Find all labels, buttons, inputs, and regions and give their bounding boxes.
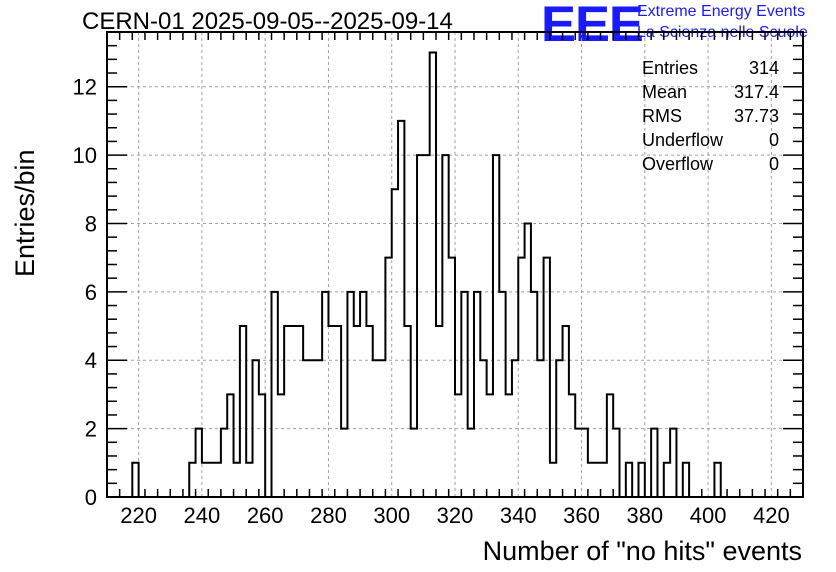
x-tick-label: 300	[373, 503, 410, 528]
stat-key: Overflow	[642, 154, 714, 174]
x-tick-label: 340	[500, 503, 537, 528]
x-tick-labels: 220 240 260 280 300 320 340 360 380 400 420	[120, 503, 789, 528]
y-tick-label: 0	[85, 485, 97, 510]
stat-key: Underflow	[642, 130, 724, 150]
y-tick-label: 8	[85, 211, 97, 236]
x-tick-label: 360	[563, 503, 600, 528]
x-tick-label: 400	[690, 503, 727, 528]
stat-value: 0	[768, 130, 779, 150]
stat-value: 37.73	[733, 106, 779, 126]
stats-row-rms: RMS 37.73	[642, 106, 779, 130]
x-tick-label: 420	[753, 503, 790, 528]
stat-value: 317.4	[733, 82, 779, 102]
x-tick-label: 320	[437, 503, 474, 528]
histogram-line	[131, 51, 722, 498]
stat-value: 0	[768, 154, 779, 174]
axis-ticks	[106, 31, 804, 498]
eee-logo: EEE	[541, 0, 644, 52]
stats-row-entries: Entries 314	[642, 58, 779, 82]
x-tick-label: 220	[120, 503, 157, 528]
stat-key: Mean	[642, 82, 688, 102]
y-tick-labels: 0 2 4 6 8 10 12	[73, 75, 97, 510]
logo-line-1: Extreme Energy Events	[637, 3, 806, 20]
x-tick-label: 280	[310, 503, 347, 528]
stats-row-underflow: Underflow 0	[642, 130, 779, 154]
x-axis-label: Number of "no hits" events	[482, 536, 802, 566]
chart-title: CERN-01 2025-09-05--2025-09-14	[82, 8, 453, 35]
stat-key: Entries	[642, 58, 699, 78]
stats-row-mean: Mean 317.4	[642, 82, 779, 106]
y-tick-label: 4	[85, 348, 97, 373]
stats-row-overflow: Overflow 0	[642, 154, 779, 178]
stats-box: Entries 314 Mean 317.4 RMS 37.73 Underflow 0…	[642, 58, 779, 178]
y-tick-label: 10	[73, 143, 97, 168]
y-tick-label: 12	[73, 75, 97, 100]
stat-value: 314	[748, 58, 779, 78]
stat-key: RMS	[642, 106, 682, 126]
x-tick-label: 240	[184, 503, 221, 528]
y-tick-label: 2	[85, 417, 97, 442]
x-tick-label: 380	[626, 503, 663, 528]
x-tick-label: 260	[247, 503, 284, 528]
y-tick-label: 6	[85, 280, 97, 305]
